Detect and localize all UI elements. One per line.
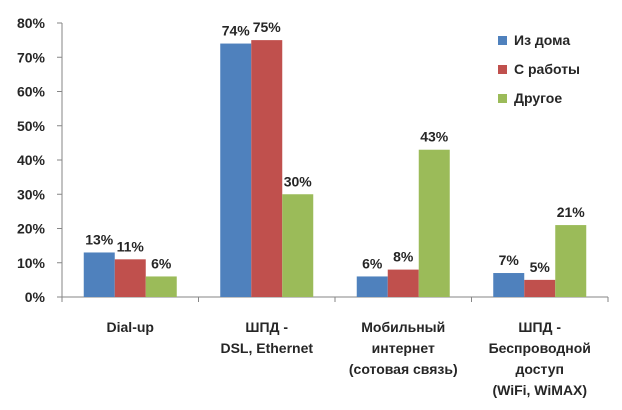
data-label: 5%	[530, 259, 551, 275]
y-tick-label: 50%	[17, 118, 46, 134]
data-label: 30%	[284, 173, 313, 189]
y-tick-label: 80%	[17, 15, 46, 31]
bar	[251, 40, 283, 297]
x-category-label: ШПД -	[245, 319, 288, 335]
x-category-label: Беспроводной	[489, 340, 591, 356]
y-tick-label: 40%	[17, 152, 46, 168]
bar	[493, 273, 525, 297]
y-tick-label: 0%	[25, 289, 46, 305]
legend-label: Из дома	[514, 32, 570, 48]
bar	[356, 276, 388, 297]
bar	[83, 252, 115, 297]
bar	[555, 225, 587, 297]
legend-swatch	[498, 94, 507, 103]
bar	[387, 269, 419, 297]
data-label: 75%	[253, 19, 282, 35]
y-tick-label: 30%	[17, 186, 46, 202]
x-category-label: интернет	[372, 340, 435, 356]
x-category-label: (сотовая связь)	[349, 361, 458, 377]
bar	[220, 43, 252, 297]
x-category-label: доступ	[516, 361, 565, 377]
data-label: 21%	[557, 204, 586, 220]
data-label: 13%	[85, 231, 114, 247]
data-label: 6%	[362, 255, 383, 271]
bar	[114, 259, 146, 297]
legend-label: Другое	[514, 90, 562, 106]
legend-swatch	[498, 36, 507, 45]
x-category-label: Мобильный	[361, 319, 445, 335]
bar	[524, 279, 556, 297]
bar	[282, 194, 314, 297]
data-label: 43%	[420, 129, 449, 145]
data-label: 7%	[499, 252, 520, 268]
y-tick-label: 20%	[17, 221, 46, 237]
y-tick-label: 10%	[17, 255, 46, 271]
data-label: 8%	[393, 249, 414, 265]
bar	[418, 149, 450, 297]
legend-swatch	[498, 65, 507, 74]
x-category-label: ШПД -	[518, 319, 561, 335]
bar	[145, 276, 177, 297]
y-tick-label: 60%	[17, 84, 46, 100]
y-tick-label: 70%	[17, 49, 46, 65]
data-label: 74%	[222, 23, 251, 39]
data-label: 11%	[117, 238, 145, 254]
legend-label: С работы	[514, 61, 580, 77]
data-label: 6%	[151, 255, 172, 271]
x-category-label: Dial-up	[107, 319, 154, 335]
x-category-label: DSL, Ethernet	[220, 340, 313, 356]
x-category-label: (WiFi, WiMAX)	[492, 382, 587, 398]
